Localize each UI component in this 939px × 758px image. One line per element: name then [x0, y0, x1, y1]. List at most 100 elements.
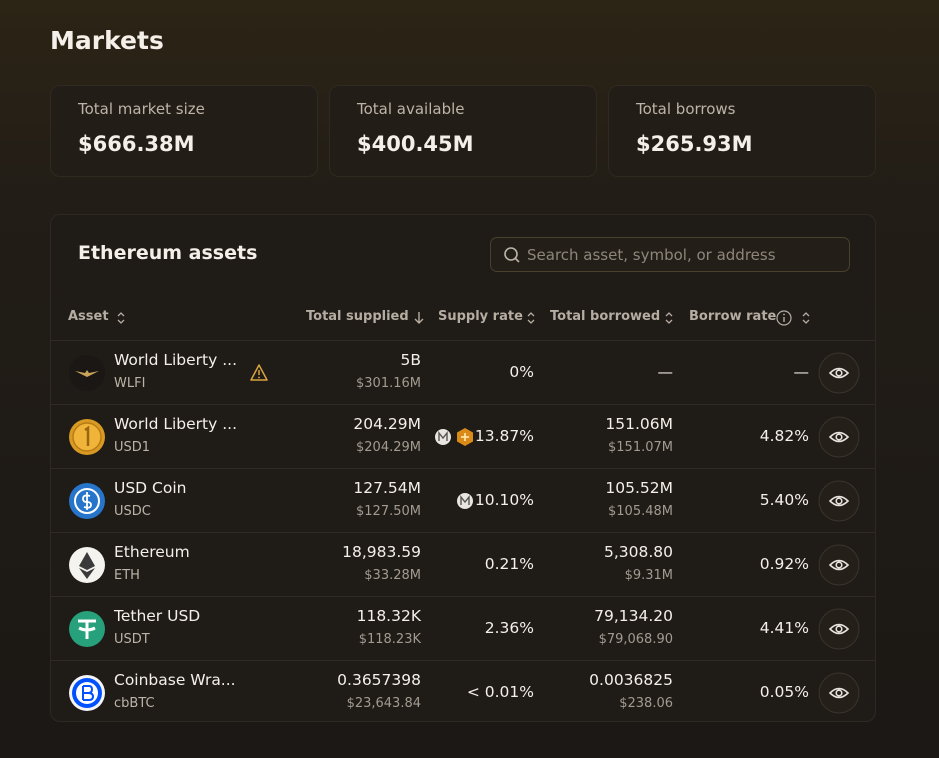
warning-icon	[250, 364, 268, 381]
stat-value: $265.93M	[636, 132, 753, 156]
sort-icon	[414, 312, 424, 324]
sort-icon	[665, 312, 673, 324]
value-main: —	[657, 363, 674, 381]
view-button[interactable]	[818, 480, 860, 522]
supply-rate: 0%	[509, 363, 534, 381]
sort-icon	[117, 312, 125, 324]
stat-card: Total available $400.45M	[329, 85, 597, 177]
value-usd: $79,068.90	[598, 632, 673, 647]
search-icon	[504, 247, 520, 263]
value-main: 5B	[400, 351, 422, 369]
supply-rate: < 0.01%	[466, 683, 534, 701]
asset-name: Tether USD	[114, 607, 201, 625]
value-usd: $301.16M	[356, 376, 421, 391]
value-usd: $23,643.84	[346, 696, 421, 711]
reward-badge	[457, 493, 473, 509]
asset-name: World Liberty ...	[114, 351, 237, 369]
column-header[interactable]: Supply rate	[438, 309, 523, 324]
asset-row[interactable]: World Liberty ... USD1 204.29M $204.29M 13.8…	[51, 405, 875, 468]
value-usd: $9.31M	[624, 568, 673, 583]
value-main: 118.32K	[356, 607, 421, 625]
asset-symbol: USD1	[114, 440, 151, 455]
asset-symbol: ETH	[114, 568, 140, 583]
reward-badge	[457, 428, 473, 446]
asset-row[interactable]: Tether USD USDT 118.32K $118.23K 2.36% 79,134…	[51, 597, 875, 660]
panel-title: Ethereum assets	[78, 242, 258, 264]
view-button[interactable]	[818, 672, 860, 714]
token-icon	[69, 419, 105, 455]
value-usd: $151.07M	[608, 440, 673, 455]
borrow-rate: 4.82%	[759, 427, 809, 445]
token-icon	[69, 675, 105, 711]
stat-value: $400.45M	[357, 132, 474, 156]
stat-label: Total market size	[78, 100, 205, 118]
asset-name: USD Coin	[114, 479, 187, 497]
row-separator	[51, 468, 875, 469]
asset-row[interactable]: Coinbase Wra... cbBTC 0.3657398 $23,643.84 <…	[51, 661, 875, 721]
asset-row[interactable]: Ethereum ETH 18,983.59 $33.28M 0.21% 5,308.80…	[51, 533, 875, 596]
stat-label: Total available	[357, 100, 465, 118]
view-button[interactable]	[818, 352, 860, 394]
column-header[interactable]: Borrow rate	[689, 309, 777, 324]
stat-value: $666.38M	[78, 132, 195, 156]
column-header[interactable]: Total supplied	[306, 309, 409, 324]
token-icon	[69, 355, 105, 391]
view-button[interactable]	[818, 544, 860, 586]
row-separator	[51, 660, 875, 661]
supply-rate: 10.10%	[474, 491, 534, 509]
token-icon	[69, 611, 105, 647]
row-separator	[51, 404, 875, 405]
header-separator	[51, 340, 875, 341]
value-main: 79,134.20	[594, 607, 673, 625]
column-header[interactable]: Asset	[68, 309, 109, 324]
sort-icon	[802, 312, 810, 324]
stat-card: Total borrows $265.93M	[608, 85, 876, 177]
stat-label: Total borrows	[636, 100, 736, 118]
value-usd: $105.48M	[608, 504, 673, 519]
supply-rate: 2.36%	[484, 619, 534, 637]
borrow-rate: 0.05%	[759, 683, 809, 701]
asset-row[interactable]: World Liberty ... WLFI 5B $301.16M 0% — —	[51, 341, 875, 404]
asset-row[interactable]: USD Coin USDC 127.54M $127.50M 10.10% 105.52M…	[51, 469, 875, 532]
asset-name: Coinbase Wra...	[114, 671, 236, 689]
search-placeholder: Search asset, symbol, or address	[527, 246, 776, 264]
assets-panel: Ethereum assets Search asset, symbol, or…	[50, 214, 876, 722]
value-main: 127.54M	[353, 479, 421, 497]
supply-rate: 13.87%	[474, 427, 534, 445]
asset-name: Ethereum	[114, 543, 190, 561]
value-usd: $127.50M	[356, 504, 421, 519]
info-icon	[776, 310, 792, 326]
value-usd: $238.06	[619, 696, 673, 711]
supply-rate: 0.21%	[484, 555, 534, 573]
value-main: 0.0036825	[589, 671, 673, 689]
search-box[interactable]: Search asset, symbol, or address	[490, 237, 850, 272]
value-usd: $118.23K	[358, 632, 421, 647]
asset-symbol: WLFI	[114, 376, 146, 391]
value-usd: $33.28M	[364, 568, 421, 583]
value-main: 5,308.80	[603, 543, 673, 561]
row-separator	[51, 596, 875, 597]
asset-symbol: cbBTC	[114, 696, 155, 711]
row-separator	[51, 532, 875, 533]
asset-name: World Liberty ...	[114, 415, 237, 433]
borrow-rate: —	[793, 363, 810, 381]
sort-icon	[527, 312, 535, 324]
value-usd: $204.29M	[356, 440, 421, 455]
borrow-rate: 5.40%	[759, 491, 809, 509]
asset-symbol: USDC	[114, 504, 151, 519]
token-icon	[69, 547, 105, 583]
value-main: 151.06M	[605, 415, 673, 433]
borrow-rate: 0.92%	[759, 555, 809, 573]
reward-badge	[435, 429, 451, 445]
token-icon	[69, 483, 105, 519]
value-main: 18,983.59	[342, 543, 421, 561]
value-main: 204.29M	[353, 415, 421, 433]
page-title: Markets	[50, 26, 164, 55]
asset-symbol: USDT	[114, 632, 150, 647]
value-main: 105.52M	[605, 479, 673, 497]
stat-card: Total market size $666.38M	[50, 85, 318, 177]
view-button[interactable]	[818, 608, 860, 650]
value-main: 0.3657398	[337, 671, 421, 689]
view-button[interactable]	[818, 416, 860, 458]
column-header[interactable]: Total borrowed	[550, 309, 661, 324]
